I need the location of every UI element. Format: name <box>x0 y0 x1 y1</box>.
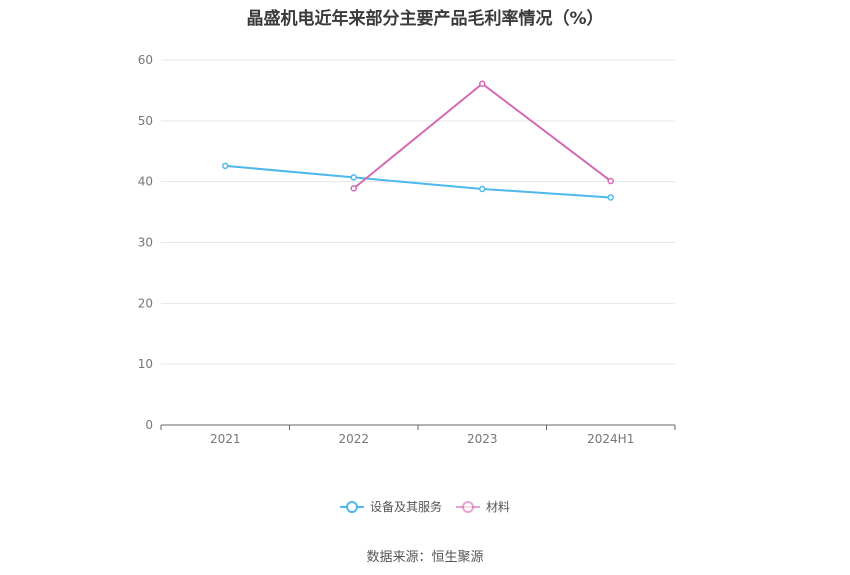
data-point <box>350 174 357 181</box>
x-axis: 2021 2022 2023 2024H1 <box>160 424 676 446</box>
legend: 设备及其服务 材料 <box>340 499 510 514</box>
legend-label: 设备及其服务 <box>370 499 442 514</box>
data-source: 数据来源：恒生聚源 <box>366 550 484 565</box>
x-tick-label: 2021 <box>210 432 241 446</box>
y-tick-label: 20 <box>138 296 153 310</box>
legend-marker <box>346 501 358 513</box>
series-lines <box>225 82 612 199</box>
data-point <box>607 177 614 185</box>
series-points <box>222 80 614 201</box>
series-line-0 <box>225 164 611 199</box>
data-point <box>479 185 486 193</box>
legend-item[interactable]: 设备及其服务 <box>340 499 442 514</box>
y-tick-label: 30 <box>138 236 153 250</box>
legend-item[interactable]: 材料 <box>456 500 510 514</box>
series-line-1 <box>353 82 612 190</box>
x-tick-label: 2023 <box>467 432 498 446</box>
y-tick-label: 0 <box>145 418 153 432</box>
y-tick-label: 50 <box>138 114 153 128</box>
data-point <box>479 80 486 87</box>
y-tick-label: 40 <box>138 175 153 189</box>
chart-title: 晶盛机电近年来部分主要产品毛利率情况（%） <box>246 9 604 29</box>
y-axis-ticks: 0 10 20 30 40 50 60 <box>138 53 153 432</box>
data-point <box>222 162 229 170</box>
legend-label: 材料 <box>486 500 510 514</box>
grid-lines <box>161 59 675 365</box>
x-tick-label: 2024H1 <box>587 432 634 446</box>
y-tick-label: 10 <box>138 357 153 371</box>
data-point <box>607 194 614 201</box>
data-point <box>350 185 357 192</box>
x-tick-label: 2022 <box>338 432 369 446</box>
legend-marker <box>462 501 474 513</box>
y-tick-label: 60 <box>138 53 153 67</box>
